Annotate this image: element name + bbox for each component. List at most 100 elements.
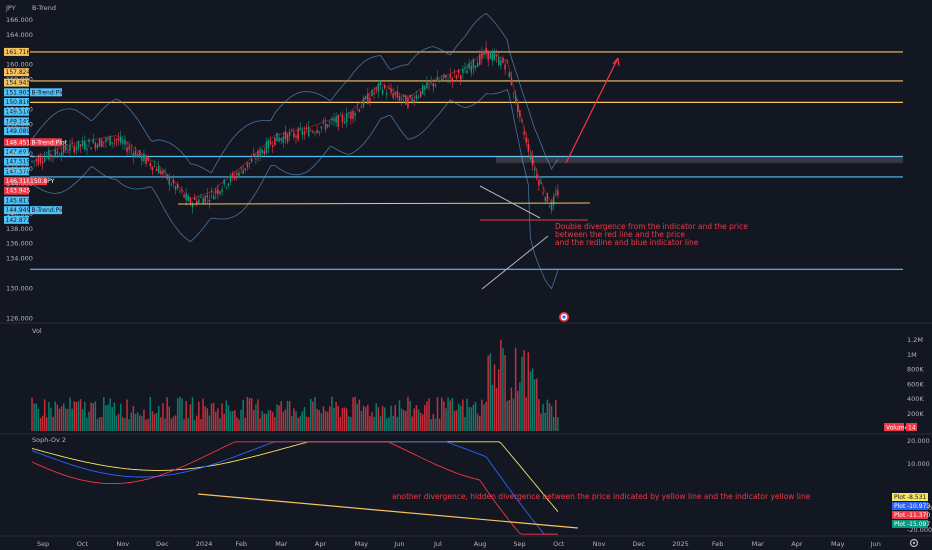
candle-body: [94, 143, 97, 149]
volume-pane[interactable]: Vol 1.2M 1M 800K 600K 400K 200K Volume 14: [31, 327, 924, 432]
resistance-zone[interactable]: [495, 155, 904, 164]
volume-bar: [502, 347, 504, 431]
time-tick-label: Oct: [553, 540, 565, 548]
candle-body: [519, 110, 521, 117]
candle-body: [419, 91, 422, 97]
divergence-line[interactable]: [481, 235, 549, 290]
candle-body: [255, 158, 257, 160]
candle-body: [326, 124, 329, 128]
candle-body: [293, 132, 295, 138]
volume-bar: [143, 409, 145, 431]
price-tag: [4, 127, 29, 136]
volume-bar: [105, 405, 107, 431]
price-tick-label: 148.000: [6, 150, 33, 158]
horizontal-levels[interactable]: [30, 51, 903, 270]
volume-bar: [481, 399, 483, 431]
candle-body: [124, 139, 126, 145]
oscillator-trendline: [197, 493, 579, 529]
candle-body: [333, 119, 335, 122]
volume-bar: [434, 418, 437, 431]
time-tick-label: May: [831, 540, 845, 548]
volume-bar: [470, 407, 473, 431]
volume-bar: [459, 405, 462, 431]
volume-bar: [533, 379, 536, 431]
volume-bar: [348, 416, 350, 431]
candle-body: [195, 200, 198, 205]
legend-name: Plot: [894, 494, 906, 501]
volume-bar: [257, 399, 259, 431]
price-tag: [4, 167, 29, 176]
volume-bar: [449, 400, 451, 431]
candle-body: [272, 145, 274, 148]
legend-value: -8.531: [907, 494, 927, 501]
volume-bar: [50, 408, 52, 431]
candle-body: [291, 129, 293, 131]
flag-icon[interactable]: [559, 312, 569, 322]
candle-body: [54, 148, 56, 157]
candle-body: [92, 139, 94, 143]
price-axis[interactable]: 166.000 164.000 160.000 158.000 154.000 152.0…: [6, 16, 33, 322]
volume-bar: [100, 417, 103, 431]
oscillator-annotation: another divergence, hidden divergence be…: [392, 492, 811, 501]
volume-tick-label: 600K: [907, 380, 924, 388]
volume-bar: [352, 397, 354, 431]
volume-bar: [35, 403, 37, 431]
candle-body: [149, 163, 152, 167]
candle-body: [77, 140, 80, 149]
volume-bar: [329, 406, 331, 431]
price-tag-text: 147.519: [6, 159, 31, 166]
volume-bar: [552, 416, 555, 431]
volume-bar: [324, 411, 327, 431]
volume-bar: [132, 406, 135, 431]
divergence-line[interactable]: [479, 185, 541, 219]
volume-bar: [390, 405, 392, 431]
volume-bar: [149, 397, 152, 431]
candle-body: [362, 97, 365, 107]
candle-body: [388, 88, 390, 90]
legend-badge: [892, 520, 928, 528]
candle-body: [107, 138, 109, 140]
candle-body: [128, 146, 130, 150]
volume-bar: [263, 413, 266, 431]
volume-bar: [354, 396, 356, 431]
volume-bar: [400, 408, 403, 431]
volume-bar: [204, 406, 206, 431]
candle-body: [517, 101, 519, 113]
candle-body: [301, 130, 304, 135]
volume-bar: [398, 400, 401, 431]
price-tick-label: 134.000: [6, 255, 33, 263]
projection-arrow[interactable]: [565, 57, 619, 164]
candle-body: [168, 177, 171, 185]
volume-bar: [440, 397, 443, 431]
plot-label-text: B-Trend:Plot: [32, 89, 68, 96]
settings-icon[interactable]: [909, 538, 919, 548]
volume-bar: [360, 411, 363, 431]
volume-bar: [445, 408, 447, 431]
candle-body: [360, 106, 363, 108]
drawings[interactable]: [177, 57, 904, 290]
candle-body: [81, 140, 84, 146]
volume-bar: [546, 399, 549, 431]
price-pane[interactable]: JPY B-Trend 161.716 157.824 154.945 151.903…: [0, 0, 932, 322]
time-axis[interactable]: Sep Oct Nov Dec 2024 Feb Mar Apr May Jun Jul Aug Sep…: [37, 540, 881, 548]
volume-bar: [531, 368, 534, 431]
time-tick-label: Jul: [433, 540, 442, 548]
candle-body: [176, 183, 179, 188]
time-tick-label: Oct: [77, 540, 89, 548]
price-tag-text: 143.945: [6, 188, 31, 195]
price-tick-label: 126.000: [6, 314, 33, 322]
candle-body: [544, 197, 546, 201]
volume-bar: [411, 416, 413, 431]
candle-body: [263, 150, 266, 155]
volume-bar: [371, 412, 373, 431]
support-trendline[interactable]: [177, 202, 591, 205]
volume-bar: [103, 396, 105, 431]
candle-body: [557, 190, 559, 196]
volume-bar: [39, 418, 42, 431]
price-tag: [4, 117, 29, 126]
candle-body: [269, 141, 272, 145]
candle-body: [483, 51, 485, 55]
